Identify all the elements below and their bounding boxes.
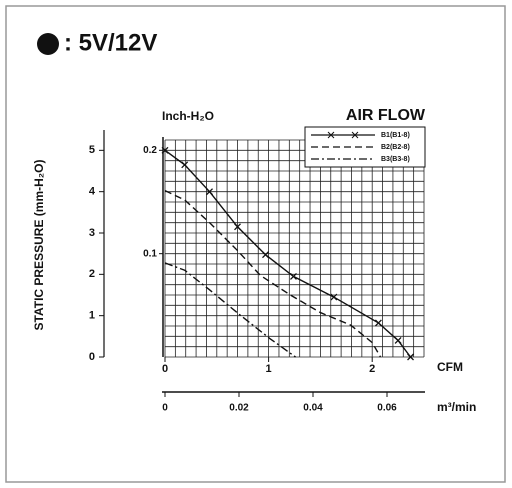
x2-tick-label: 0.06 <box>377 403 397 414</box>
legend-label: B3(B3-8) <box>381 156 410 163</box>
point-marker <box>181 161 189 169</box>
x2-tick-label: 0 <box>162 403 168 414</box>
point-marker <box>206 188 214 196</box>
y2-tick-label: 4 <box>89 186 96 198</box>
y2-tick-label: 0 <box>89 351 95 363</box>
header: AIR FLOW <box>346 107 426 124</box>
y2-label: STATIC PRESSURE (mm-H₂O) <box>32 160 46 331</box>
y2-tick-label: 3 <box>89 227 95 239</box>
x-tick-label: 0 <box>162 363 168 375</box>
y2-tick-label: 5 <box>89 144 95 156</box>
point-marker <box>407 353 414 361</box>
y2-tick-label: 2 <box>89 268 95 280</box>
point-marker <box>330 293 338 301</box>
y-label: Inch-H₂O <box>162 109 214 123</box>
x2-tick-label: 0.02 <box>229 403 249 414</box>
chart-title: : 5V/12V <box>64 29 157 56</box>
x-label: CFM <box>437 360 463 374</box>
point-marker <box>161 146 169 154</box>
y2-tick-label: 1 <box>89 310 95 322</box>
frame <box>5 5 506 483</box>
x-tick-label: 2 <box>369 363 375 375</box>
legend-label: B1(B1-8) <box>381 132 410 139</box>
legend-label: B2(B2-8) <box>381 144 410 151</box>
x2-label: m³/min <box>437 400 476 414</box>
point-marker <box>262 251 269 259</box>
series-line <box>164 190 382 358</box>
legend-marker <box>351 131 359 139</box>
x2-tick-label: 0.04 <box>303 403 323 414</box>
series-line <box>164 149 412 358</box>
point-marker <box>234 223 241 231</box>
x-tick-label: 1 <box>266 363 272 375</box>
point-marker <box>374 319 382 327</box>
y-tick-label: 0.1 <box>143 248 157 259</box>
bullet <box>37 33 59 55</box>
series-line <box>164 262 296 358</box>
point-marker <box>290 272 297 280</box>
legend-marker <box>327 131 335 139</box>
point-marker <box>394 337 402 344</box>
y-tick-label: 0.2 <box>143 145 157 156</box>
